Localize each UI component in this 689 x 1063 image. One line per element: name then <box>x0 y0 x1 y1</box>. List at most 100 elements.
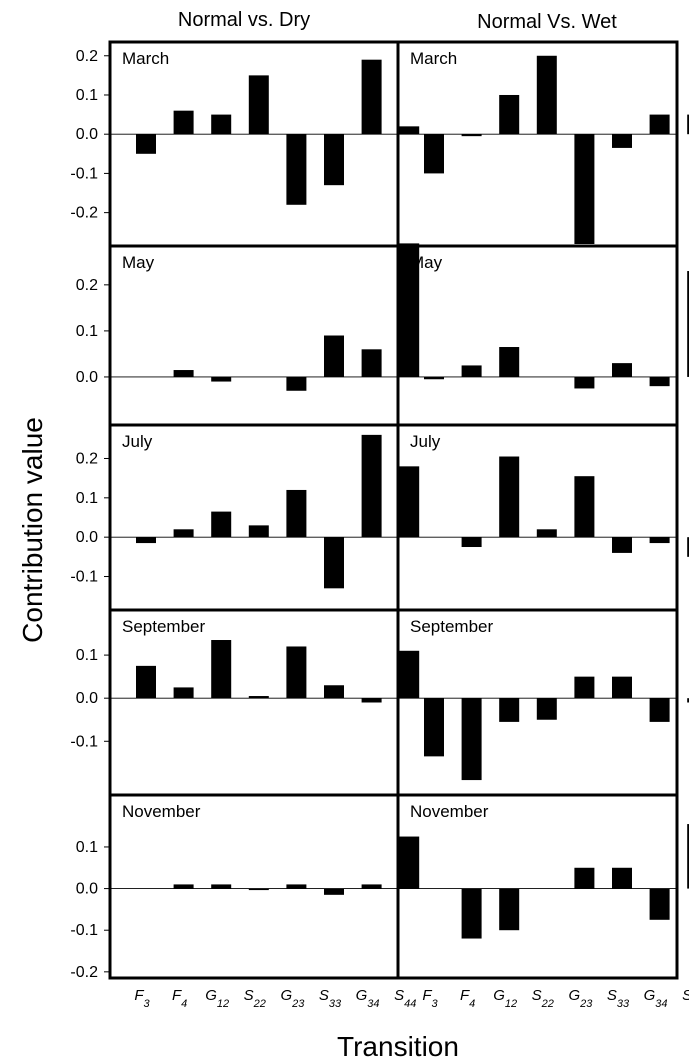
bar <box>211 376 232 382</box>
y-tick-label: 0.0 <box>76 881 98 898</box>
x-tick-label: G12 <box>205 987 229 1010</box>
bar <box>649 376 670 387</box>
y-tick-label: 0.1 <box>76 647 98 664</box>
bar <box>361 884 382 889</box>
bar <box>424 134 444 174</box>
x-tick-label: S33 <box>319 987 342 1010</box>
bar <box>286 376 307 391</box>
bar <box>499 698 520 722</box>
bar <box>687 271 689 377</box>
x-tick-label: S33 <box>607 987 630 1010</box>
bar <box>424 698 444 757</box>
bar <box>324 335 344 377</box>
y-tick-label: 0.0 <box>76 369 98 386</box>
bar <box>211 114 232 135</box>
bar <box>612 134 632 148</box>
bar <box>324 685 344 699</box>
panel-month-label: September <box>122 617 205 636</box>
bar <box>248 696 269 699</box>
y-tick-label: 0.0 <box>76 126 98 143</box>
bar <box>248 75 269 135</box>
y-tick-label: -0.2 <box>70 964 98 981</box>
bar <box>687 114 689 135</box>
plot-frame <box>108 40 679 980</box>
x-tick-label: F4 <box>172 987 187 1010</box>
bar <box>173 884 194 889</box>
bar <box>399 650 420 699</box>
panel-month-label: March <box>410 49 457 68</box>
bar <box>612 676 632 699</box>
bar <box>399 836 420 889</box>
y-tick-label: 0.1 <box>76 839 98 856</box>
panel-month-label: May <box>122 253 155 272</box>
bar <box>211 511 232 538</box>
x-tick-label: S22 <box>244 987 266 1010</box>
bar <box>574 476 595 538</box>
bar <box>612 537 632 553</box>
x-tick-label: G23 <box>568 987 593 1010</box>
x-tick-label: G12 <box>493 987 517 1010</box>
bar <box>536 55 557 135</box>
bar <box>399 126 420 135</box>
x-tick-label: S44 <box>394 987 416 1010</box>
y-tick-label: 0.2 <box>76 450 98 467</box>
bar <box>286 489 307 538</box>
y-tick-label: 0.1 <box>76 490 98 507</box>
bar <box>612 363 632 377</box>
panel-month-label: March <box>122 49 169 68</box>
x-tick-label: G34 <box>356 987 380 1010</box>
x-axis-title: Transition <box>337 1031 459 1062</box>
bar <box>536 698 557 720</box>
bar <box>399 466 420 538</box>
bar <box>649 537 670 544</box>
bar <box>361 434 382 538</box>
x-tick-label: G23 <box>280 987 305 1010</box>
x-tick-label: S44 <box>682 987 689 1010</box>
bar <box>211 640 232 699</box>
bar <box>248 888 269 891</box>
y-tick-label: -0.1 <box>70 569 98 586</box>
bar <box>136 537 156 544</box>
bar <box>536 529 557 538</box>
bar <box>286 646 307 699</box>
bar <box>361 59 382 135</box>
x-tick-label: F3 <box>134 987 150 1010</box>
column-title-wet: Normal Vs. Wet <box>477 11 617 33</box>
bar <box>173 110 194 135</box>
y-axis-title: Contribution value <box>17 417 48 643</box>
column-title-dry: Normal vs. Dry <box>178 9 310 31</box>
bar <box>399 243 420 377</box>
bar <box>574 867 595 889</box>
panel-month-label: September <box>410 617 493 636</box>
panel-month-label: May <box>410 253 443 272</box>
bar <box>687 537 689 557</box>
bar <box>461 888 482 939</box>
x-tick-label: G34 <box>644 987 668 1010</box>
bar <box>324 134 344 186</box>
bar <box>499 94 520 135</box>
panel-month-label: November <box>122 802 201 821</box>
bar <box>286 884 307 889</box>
bar <box>499 456 520 538</box>
bar <box>499 888 520 931</box>
plot-area: -0.2 -0.1 0.0 0.1 0.2 March March 0.0 0.1 0.2 May M… <box>70 40 689 1010</box>
bar <box>574 376 595 389</box>
y-tick-label: 0.2 <box>76 277 98 294</box>
bar <box>173 687 194 699</box>
bar <box>361 349 382 377</box>
bar <box>574 134 595 244</box>
bar <box>136 665 156 699</box>
bar <box>687 824 689 889</box>
panel-month-label: November <box>410 802 489 821</box>
bar <box>461 698 482 781</box>
y-tick-label: -0.1 <box>70 922 98 939</box>
bar <box>173 529 194 538</box>
bar <box>461 537 482 548</box>
bar <box>324 537 344 589</box>
bar <box>649 698 670 722</box>
y-tick-label: 0.0 <box>76 690 98 707</box>
x-tick-label: F4 <box>460 987 475 1010</box>
x-tick-label: S22 <box>532 987 554 1010</box>
y-tick-label: -0.2 <box>70 205 98 222</box>
bar <box>461 134 482 137</box>
